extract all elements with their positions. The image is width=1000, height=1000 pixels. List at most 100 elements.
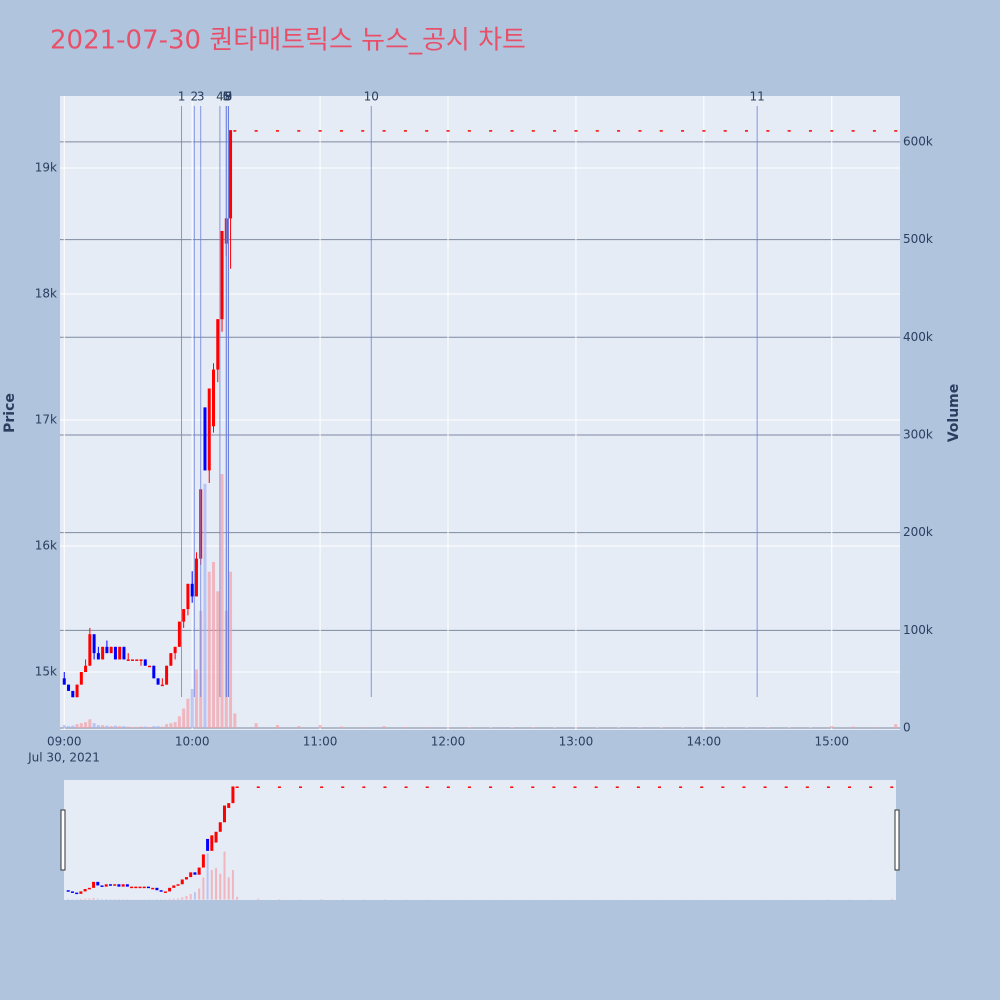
candle-body — [207, 388, 211, 471]
candle-body — [190, 583, 194, 597]
slider-candle — [320, 786, 324, 788]
volume-bar — [382, 726, 386, 729]
volume-bar — [212, 561, 216, 729]
slider-handle-right[interactable] — [894, 809, 900, 871]
slider-candle — [201, 854, 205, 868]
volume-bar — [96, 725, 100, 729]
slider-candle — [206, 838, 210, 851]
x-date-label: Jul 30, 2021 — [27, 751, 100, 765]
slider-candle — [222, 805, 226, 823]
news-label: 11 — [750, 90, 765, 104]
slider-volume-bar — [890, 898, 893, 900]
candle-body — [574, 130, 578, 132]
slider-candle — [700, 786, 704, 788]
candle-body — [681, 130, 685, 132]
slider-candle — [92, 881, 96, 888]
candle-body — [92, 634, 96, 654]
candle-body — [467, 130, 471, 132]
slider-candle — [489, 786, 493, 788]
volume-bar — [190, 688, 194, 729]
volume-bar — [787, 727, 791, 729]
volume-bar — [88, 719, 92, 729]
candle-body — [361, 130, 365, 132]
candle-body — [531, 130, 535, 132]
slider-volume-bar — [278, 899, 281, 900]
candle-body — [156, 678, 160, 685]
slider-candle — [87, 887, 91, 890]
slider-volume-bar — [236, 896, 239, 900]
candle-body — [177, 621, 181, 647]
slider-volume-bar — [181, 897, 184, 900]
candle-body — [229, 130, 233, 219]
slider-candle — [467, 786, 471, 788]
slider-volume-bar — [84, 898, 87, 900]
volume-bar — [84, 722, 88, 729]
volume-bar — [182, 708, 186, 729]
slider-volume-bar — [193, 892, 196, 900]
news-label: 7 — [225, 90, 233, 104]
candle-body — [182, 609, 186, 622]
volume-bar — [152, 726, 156, 729]
slider-candle — [125, 884, 129, 887]
slider-candle — [404, 786, 408, 788]
candle-body — [830, 130, 834, 132]
news-label: 1 — [178, 90, 186, 104]
candle-body — [169, 653, 173, 666]
candle-body — [872, 130, 876, 132]
y2-tick-label: 0 — [903, 721, 911, 735]
slider-candle — [679, 786, 683, 788]
candle-body — [254, 130, 258, 132]
slider-candle — [231, 786, 235, 804]
slider-handle-left[interactable] — [60, 809, 66, 871]
slider-candle — [168, 887, 172, 892]
candle-body — [96, 653, 100, 660]
y-tick-label: 19k — [35, 160, 57, 174]
y2-tick-label: 200k — [903, 525, 933, 539]
news-label: 9 — [225, 90, 233, 104]
candle-body — [787, 130, 791, 132]
volume-bar — [79, 723, 83, 729]
candle-body — [894, 130, 898, 132]
volume-bar — [894, 724, 898, 729]
slider-candle — [79, 891, 83, 894]
candle-body — [216, 319, 220, 370]
candle-body — [143, 659, 147, 666]
volume-bar — [143, 726, 147, 729]
volume-bar — [122, 726, 126, 729]
volume-bar — [531, 727, 535, 729]
slider-candle — [100, 885, 104, 887]
volume-bar — [130, 727, 134, 729]
candle-body — [148, 665, 152, 668]
x-tick-label: 13:00 — [559, 735, 594, 749]
slider-candle — [70, 891, 74, 893]
slider-candle — [134, 886, 138, 889]
candle-body — [152, 665, 156, 679]
y2-tick-label: 600k — [903, 134, 933, 148]
slider-volume-bar — [202, 877, 205, 900]
volume-bar — [361, 727, 365, 729]
slider-candle — [383, 786, 387, 788]
candle-body — [71, 690, 75, 698]
slider-candle — [721, 786, 725, 788]
y2-tick-label: 400k — [903, 330, 933, 344]
slider-candle — [210, 835, 214, 851]
candle-body — [130, 659, 134, 661]
volume-bar — [403, 727, 407, 729]
volume-bar — [105, 725, 109, 729]
candle-body — [62, 678, 66, 685]
slider-candle — [531, 786, 535, 788]
slider-candle — [784, 786, 788, 788]
slider-volume-bar — [257, 898, 260, 900]
range-slider[interactable] — [64, 780, 896, 900]
volume-bar — [169, 723, 173, 729]
slider-candle — [890, 786, 894, 788]
slider-candle — [362, 786, 366, 788]
volume-bar — [659, 727, 663, 729]
candle-body — [638, 130, 642, 132]
slider-volume-bar — [189, 894, 192, 900]
slider-candle — [176, 884, 180, 886]
slider-candle — [299, 786, 303, 788]
candle-body — [233, 130, 237, 132]
news-label: 10 — [364, 90, 379, 104]
plot-area — [60, 96, 900, 730]
